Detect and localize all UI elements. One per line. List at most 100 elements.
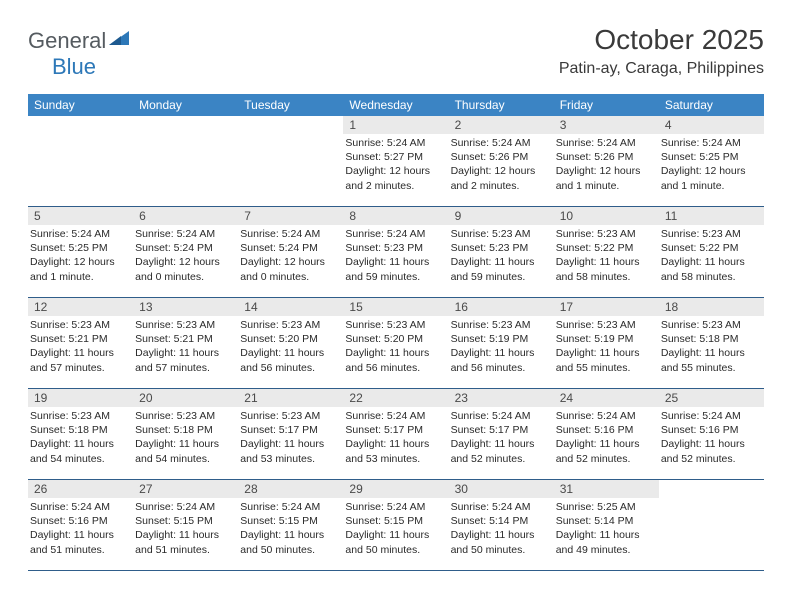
calendar-day-cell: 5Sunrise: 5:24 AMSunset: 5:25 PMDaylight…	[28, 207, 133, 297]
day-number: 1	[343, 116, 448, 134]
weekday-header-cell: Friday	[554, 94, 659, 116]
calendar-day-cell: 11Sunrise: 5:23 AMSunset: 5:22 PMDayligh…	[659, 207, 764, 297]
day-number: 2	[449, 116, 554, 134]
day-number: 9	[449, 207, 554, 225]
brand-logo: General	[28, 28, 131, 54]
day-number: 30	[449, 480, 554, 498]
weekday-header-row: SundayMondayTuesdayWednesdayThursdayFrid…	[28, 94, 764, 116]
day-number: 12	[28, 298, 133, 316]
calendar-day-cell: 25Sunrise: 5:24 AMSunset: 5:16 PMDayligh…	[659, 389, 764, 479]
brand-triangle-icon	[109, 31, 129, 50]
weekday-header-cell: Wednesday	[343, 94, 448, 116]
day-info: Sunrise: 5:23 AMSunset: 5:21 PMDaylight:…	[133, 316, 238, 377]
day-info: Sunrise: 5:23 AMSunset: 5:20 PMDaylight:…	[343, 316, 448, 377]
calendar-day-cell	[28, 116, 133, 206]
day-info: Sunrise: 5:23 AMSunset: 5:20 PMDaylight:…	[238, 316, 343, 377]
calendar-day-cell: 20Sunrise: 5:23 AMSunset: 5:18 PMDayligh…	[133, 389, 238, 479]
day-info: Sunrise: 5:23 AMSunset: 5:21 PMDaylight:…	[28, 316, 133, 377]
day-number: 14	[238, 298, 343, 316]
day-info: Sunrise: 5:25 AMSunset: 5:14 PMDaylight:…	[554, 498, 659, 559]
day-info: Sunrise: 5:23 AMSunset: 5:22 PMDaylight:…	[659, 225, 764, 286]
calendar-day-cell: 22Sunrise: 5:24 AMSunset: 5:17 PMDayligh…	[343, 389, 448, 479]
title-block: October 2025 Patin-ay, Caraga, Philippin…	[559, 24, 764, 78]
calendar-day-cell	[133, 116, 238, 206]
day-info: Sunrise: 5:23 AMSunset: 5:19 PMDaylight:…	[449, 316, 554, 377]
calendar-day-cell: 16Sunrise: 5:23 AMSunset: 5:19 PMDayligh…	[449, 298, 554, 388]
day-info: Sunrise: 5:24 AMSunset: 5:15 PMDaylight:…	[133, 498, 238, 559]
day-info: Sunrise: 5:24 AMSunset: 5:16 PMDaylight:…	[28, 498, 133, 559]
calendar-week-row: 26Sunrise: 5:24 AMSunset: 5:16 PMDayligh…	[28, 480, 764, 571]
calendar-day-cell: 9Sunrise: 5:23 AMSunset: 5:23 PMDaylight…	[449, 207, 554, 297]
day-number: 26	[28, 480, 133, 498]
calendar-day-cell: 26Sunrise: 5:24 AMSunset: 5:16 PMDayligh…	[28, 480, 133, 570]
calendar-week-row: 1Sunrise: 5:24 AMSunset: 5:27 PMDaylight…	[28, 116, 764, 207]
calendar-weeks: 1Sunrise: 5:24 AMSunset: 5:27 PMDaylight…	[28, 116, 764, 571]
calendar-week-row: 5Sunrise: 5:24 AMSunset: 5:25 PMDaylight…	[28, 207, 764, 298]
day-info: Sunrise: 5:24 AMSunset: 5:14 PMDaylight:…	[449, 498, 554, 559]
day-number: 27	[133, 480, 238, 498]
calendar-day-cell: 18Sunrise: 5:23 AMSunset: 5:18 PMDayligh…	[659, 298, 764, 388]
day-info: Sunrise: 5:24 AMSunset: 5:27 PMDaylight:…	[343, 134, 448, 195]
day-info: Sunrise: 5:24 AMSunset: 5:16 PMDaylight:…	[659, 407, 764, 468]
calendar-grid: SundayMondayTuesdayWednesdayThursdayFrid…	[28, 94, 764, 571]
day-info: Sunrise: 5:24 AMSunset: 5:16 PMDaylight:…	[554, 407, 659, 468]
calendar-day-cell: 10Sunrise: 5:23 AMSunset: 5:22 PMDayligh…	[554, 207, 659, 297]
calendar-day-cell	[659, 480, 764, 570]
calendar-page: General October 2025 Patin-ay, Caraga, P…	[0, 0, 792, 587]
day-info: Sunrise: 5:24 AMSunset: 5:17 PMDaylight:…	[343, 407, 448, 468]
calendar-day-cell: 14Sunrise: 5:23 AMSunset: 5:20 PMDayligh…	[238, 298, 343, 388]
calendar-day-cell: 27Sunrise: 5:24 AMSunset: 5:15 PMDayligh…	[133, 480, 238, 570]
day-info: Sunrise: 5:24 AMSunset: 5:25 PMDaylight:…	[28, 225, 133, 286]
day-number: 15	[343, 298, 448, 316]
day-info: Sunrise: 5:23 AMSunset: 5:23 PMDaylight:…	[449, 225, 554, 286]
month-title: October 2025	[559, 24, 764, 56]
day-info: Sunrise: 5:23 AMSunset: 5:18 PMDaylight:…	[28, 407, 133, 468]
day-number: 6	[133, 207, 238, 225]
weekday-header-cell: Saturday	[659, 94, 764, 116]
calendar-week-row: 12Sunrise: 5:23 AMSunset: 5:21 PMDayligh…	[28, 298, 764, 389]
brand-text-general: General	[28, 28, 106, 54]
day-number: 23	[449, 389, 554, 407]
day-info: Sunrise: 5:24 AMSunset: 5:26 PMDaylight:…	[449, 134, 554, 195]
day-info: Sunrise: 5:23 AMSunset: 5:18 PMDaylight:…	[133, 407, 238, 468]
day-info: Sunrise: 5:24 AMSunset: 5:15 PMDaylight:…	[238, 498, 343, 559]
day-number: 24	[554, 389, 659, 407]
calendar-day-cell: 24Sunrise: 5:24 AMSunset: 5:16 PMDayligh…	[554, 389, 659, 479]
calendar-day-cell: 19Sunrise: 5:23 AMSunset: 5:18 PMDayligh…	[28, 389, 133, 479]
calendar-day-cell: 8Sunrise: 5:24 AMSunset: 5:23 PMDaylight…	[343, 207, 448, 297]
calendar-day-cell: 6Sunrise: 5:24 AMSunset: 5:24 PMDaylight…	[133, 207, 238, 297]
day-info: Sunrise: 5:24 AMSunset: 5:17 PMDaylight:…	[449, 407, 554, 468]
day-info: Sunrise: 5:24 AMSunset: 5:25 PMDaylight:…	[659, 134, 764, 195]
calendar-day-cell: 7Sunrise: 5:24 AMSunset: 5:24 PMDaylight…	[238, 207, 343, 297]
day-number: 21	[238, 389, 343, 407]
day-number: 11	[659, 207, 764, 225]
calendar-day-cell: 3Sunrise: 5:24 AMSunset: 5:26 PMDaylight…	[554, 116, 659, 206]
day-number: 19	[28, 389, 133, 407]
day-number: 16	[449, 298, 554, 316]
day-number: 10	[554, 207, 659, 225]
day-number: 17	[554, 298, 659, 316]
day-number: 4	[659, 116, 764, 134]
day-info: Sunrise: 5:24 AMSunset: 5:26 PMDaylight:…	[554, 134, 659, 195]
weekday-header-cell: Monday	[133, 94, 238, 116]
day-info: Sunrise: 5:23 AMSunset: 5:17 PMDaylight:…	[238, 407, 343, 468]
day-info: Sunrise: 5:24 AMSunset: 5:15 PMDaylight:…	[343, 498, 448, 559]
day-number: 22	[343, 389, 448, 407]
day-number: 5	[28, 207, 133, 225]
day-number: 3	[554, 116, 659, 134]
day-number: 25	[659, 389, 764, 407]
calendar-day-cell: 31Sunrise: 5:25 AMSunset: 5:14 PMDayligh…	[554, 480, 659, 570]
day-info: Sunrise: 5:24 AMSunset: 5:24 PMDaylight:…	[238, 225, 343, 286]
calendar-day-cell: 2Sunrise: 5:24 AMSunset: 5:26 PMDaylight…	[449, 116, 554, 206]
weekday-header-cell: Sunday	[28, 94, 133, 116]
day-number: 20	[133, 389, 238, 407]
day-info: Sunrise: 5:23 AMSunset: 5:18 PMDaylight:…	[659, 316, 764, 377]
calendar-day-cell: 12Sunrise: 5:23 AMSunset: 5:21 PMDayligh…	[28, 298, 133, 388]
calendar-day-cell	[238, 116, 343, 206]
brand-text-blue: Blue	[52, 54, 96, 79]
calendar-week-row: 19Sunrise: 5:23 AMSunset: 5:18 PMDayligh…	[28, 389, 764, 480]
calendar-day-cell: 13Sunrise: 5:23 AMSunset: 5:21 PMDayligh…	[133, 298, 238, 388]
calendar-day-cell: 21Sunrise: 5:23 AMSunset: 5:17 PMDayligh…	[238, 389, 343, 479]
weekday-header-cell: Tuesday	[238, 94, 343, 116]
day-info: Sunrise: 5:24 AMSunset: 5:24 PMDaylight:…	[133, 225, 238, 286]
